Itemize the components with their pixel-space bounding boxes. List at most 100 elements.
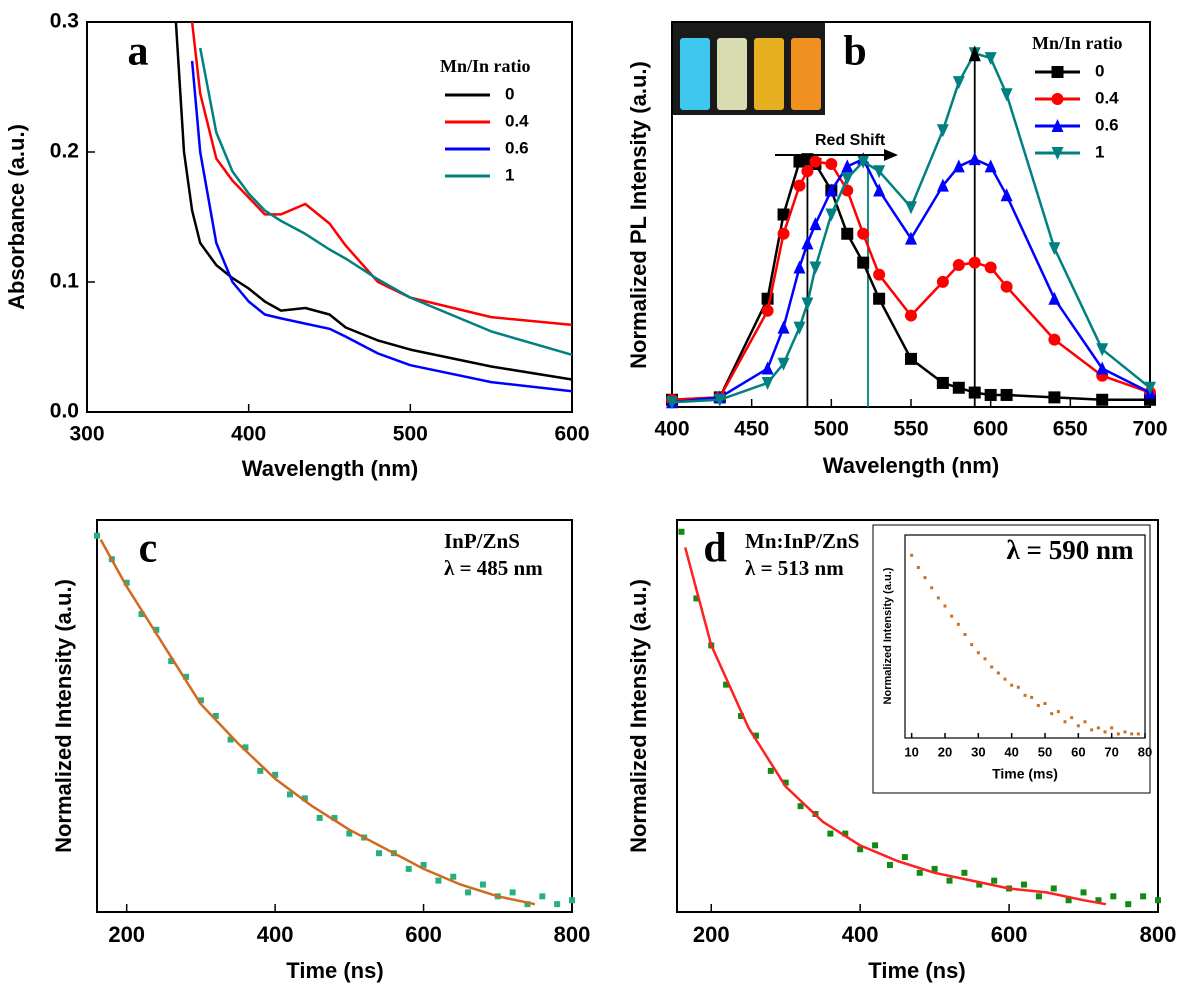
- x-tick-label: 700: [1132, 418, 1167, 441]
- data-point: [376, 850, 383, 857]
- x-tick-label: 40: [1004, 744, 1018, 759]
- data-point: [950, 614, 954, 618]
- marker: [873, 268, 886, 281]
- marker: [825, 183, 838, 197]
- data-point: [723, 681, 730, 688]
- legend-label: 0: [505, 84, 514, 103]
- data-point: [1023, 693, 1027, 697]
- marker: [793, 179, 806, 192]
- marker: [936, 376, 949, 389]
- data-point: [930, 586, 934, 590]
- marker: [761, 304, 774, 317]
- series-line: [190, 60, 573, 393]
- data-point: [1050, 712, 1054, 716]
- data-point: [693, 595, 700, 602]
- marker: [952, 259, 965, 272]
- x-tick-label: 800: [1140, 922, 1177, 947]
- marker: [1051, 119, 1064, 132]
- x-tick-label: 30: [971, 744, 985, 759]
- panel: 10 20 30 40 50 60 70 80 Time (ms) Normalized Inte…: [882, 534, 1152, 782]
- marker: [777, 357, 790, 371]
- marker: [968, 386, 981, 399]
- annotation: Mn:InP/ZnS: [745, 529, 859, 553]
- data-point: [782, 779, 789, 786]
- data-point: [1155, 897, 1161, 904]
- annotation: Red Shift: [815, 132, 886, 149]
- vial: [754, 38, 784, 110]
- x-tick-label: 80: [1138, 744, 1152, 759]
- panel: 200 400 600 800 Time (ns) Normalized Intensit…: [626, 519, 1177, 983]
- data-point: [183, 673, 190, 680]
- x-tick-label: 10: [904, 744, 918, 759]
- data-point: [227, 736, 234, 743]
- marker: [841, 159, 854, 173]
- data-point: [465, 889, 472, 896]
- data-point: [961, 869, 968, 876]
- marker: [905, 231, 917, 245]
- marker: [984, 52, 997, 66]
- x-tick-label: 650: [1053, 418, 1088, 441]
- marker: [1051, 66, 1064, 78]
- x-tick-label: 500: [814, 418, 849, 441]
- data-point: [797, 803, 804, 810]
- marker: [801, 297, 814, 311]
- y-axis-label: Normalized PL Intensity (a.u.): [626, 61, 651, 369]
- marker: [936, 124, 949, 138]
- legend-label: 0.6: [505, 138, 529, 157]
- legend-label: 0.4: [505, 111, 529, 130]
- marker: [952, 159, 965, 173]
- x-axis-label: Time (ns): [868, 958, 965, 983]
- data-point: [1136, 732, 1140, 736]
- data-point: [197, 697, 204, 704]
- series-line: [671, 52, 1151, 404]
- data-point: [970, 643, 974, 647]
- data-point: [946, 877, 953, 884]
- data-point: [1065, 897, 1072, 904]
- x-tick-label: 600: [405, 922, 442, 947]
- y-tick-label: 0.2: [50, 140, 79, 163]
- x-tick-label: 300: [69, 423, 104, 446]
- data-point: [1083, 720, 1087, 724]
- marker: [713, 393, 726, 407]
- panel-label: b: [843, 29, 866, 75]
- marker: [857, 155, 870, 169]
- x-tick-label: 70: [1104, 744, 1118, 759]
- annotation: InP/ZnS: [444, 529, 520, 553]
- data-point: [827, 830, 834, 837]
- data-point: [1110, 726, 1114, 730]
- marker: [809, 155, 822, 168]
- marker: [1048, 242, 1061, 256]
- series-line: [99, 538, 536, 906]
- data-point: [420, 861, 427, 868]
- marker: [1048, 291, 1061, 305]
- plot-frame: [86, 21, 573, 413]
- marker: [984, 261, 997, 274]
- data-point: [1130, 732, 1134, 736]
- x-tick-label: 200: [108, 922, 145, 947]
- x-tick-label: 400: [842, 922, 879, 947]
- data-point: [479, 881, 486, 888]
- x-axis-label: Time (ms): [992, 766, 1058, 782]
- marker: [666, 396, 678, 410]
- marker: [1096, 393, 1109, 406]
- data-point: [983, 657, 987, 661]
- data-point: [509, 889, 516, 896]
- data-point: [286, 791, 293, 798]
- marker: [952, 381, 965, 394]
- marker: [1096, 361, 1109, 375]
- data-point: [1116, 732, 1120, 736]
- marker: [1000, 280, 1013, 293]
- data-point: [767, 767, 774, 774]
- data-point: [212, 713, 219, 719]
- marker: [936, 275, 949, 288]
- legend-title: Mn/In ratio: [1032, 33, 1123, 53]
- data-point: [678, 528, 685, 535]
- data-point: [963, 632, 967, 636]
- series-line: [174, 21, 573, 381]
- data-point: [916, 869, 923, 876]
- legend-label: 1: [505, 165, 514, 184]
- marker: [952, 76, 965, 90]
- data-point: [1016, 685, 1020, 689]
- x-tick-label: 600: [554, 423, 589, 446]
